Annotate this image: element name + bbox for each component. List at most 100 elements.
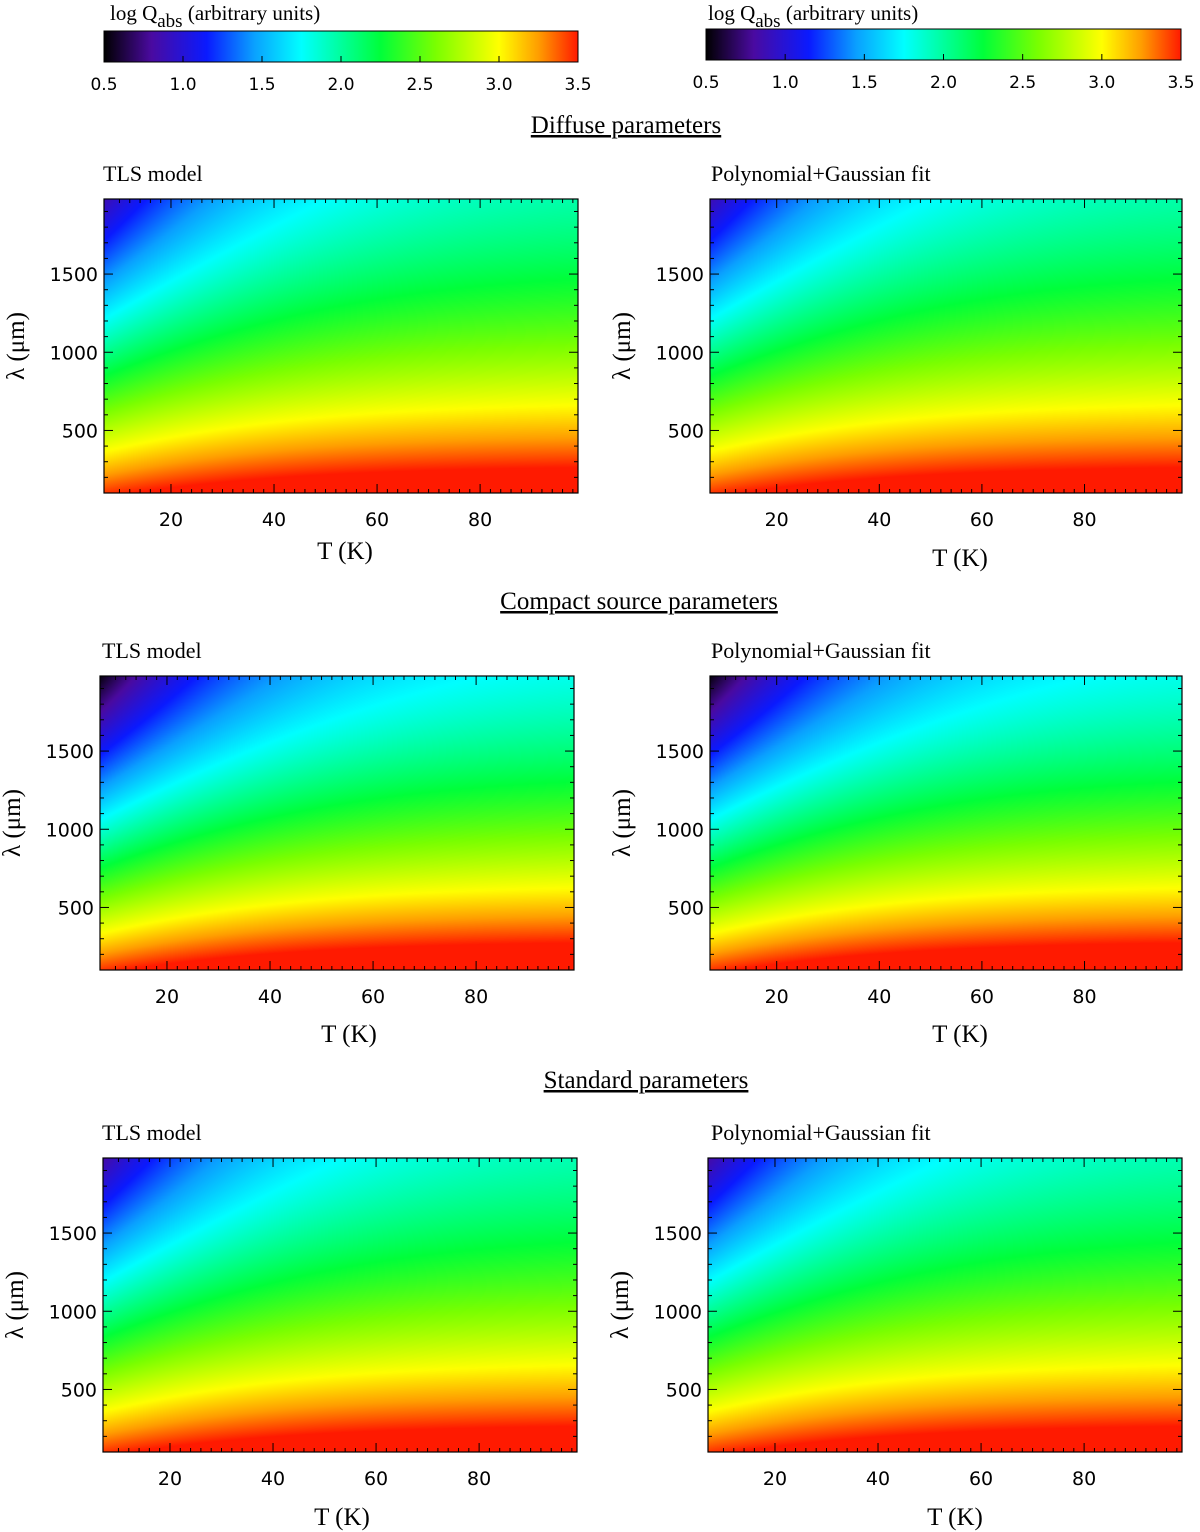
colorbar-tick-label: 3.0: [485, 75, 512, 95]
x-tick-label: 40: [867, 509, 891, 531]
panel-title: Polynomial+Gaussian fit: [711, 161, 931, 186]
x-tick-label: 20: [159, 509, 183, 531]
panel-compact-fit: Polynomial+Gaussian fit 20 40 60 80 500 1000 15…: [609, 638, 1183, 1048]
panel-title: Polynomial+Gaussian fit: [711, 1120, 931, 1145]
y-axis-label: λ (μm): [3, 312, 30, 380]
colorbar-label: log Qabs (arbitrary units): [110, 1, 320, 32]
colorbar-tick-label: 1.5: [248, 75, 275, 95]
x-axis-label: T (K): [321, 1021, 377, 1048]
y-tick-label: 500: [58, 897, 94, 919]
y-axis-label: λ (μm): [609, 789, 636, 857]
x-tick-label: 60: [970, 509, 994, 531]
x-tick-label: 80: [464, 986, 488, 1008]
plot-frame: [709, 198, 1183, 494]
heatmap-image: [100, 676, 574, 970]
x-tick-label: 40: [867, 986, 891, 1008]
y-tick-label: 1000: [49, 1301, 97, 1323]
x-tick-label: 40: [262, 509, 286, 531]
y-axis-label: λ (μm): [0, 789, 26, 857]
x-tick-label: 60: [361, 986, 385, 1008]
y-tick-label: 500: [668, 420, 704, 442]
section-title-standard: Standard parameters: [544, 1067, 749, 1094]
x-tick-label: 40: [866, 1468, 890, 1490]
panel-compact-tls: TLS model 20 40 60 80 500 1000 1500 T (K) λ (μm): [0, 638, 575, 1048]
y-tick-label: 1500: [656, 264, 704, 286]
panel-standard-fit: Polynomial+Gaussian fit 20 40 60 80 500 1000 15…: [607, 1120, 1183, 1531]
plot-frame: [709, 675, 1183, 971]
y-tick-label: 1500: [49, 1223, 97, 1245]
plot-frame: [102, 1157, 578, 1453]
y-tick-label: 1000: [46, 819, 94, 841]
x-tick-label: 40: [261, 1468, 285, 1490]
colorbar-left: log Qabs (arbitrary units) 0.5 1.0 1.5 2.0 2…: [90, 1, 591, 95]
x-tick-label: 20: [158, 1468, 182, 1490]
y-axis-label: λ (μm): [607, 1271, 634, 1339]
panel-diffuse-tls: TLS model 20 40 60 80 500 1000 1500 T (K) λ (μm): [3, 161, 579, 565]
panel-title: Polynomial+Gaussian fit: [711, 638, 931, 663]
x-tick-label: 80: [467, 1468, 491, 1490]
y-tick-label: 1000: [656, 342, 704, 364]
colorbar-tick-label: 2.5: [406, 75, 433, 95]
x-tick-label: 80: [1072, 1468, 1096, 1490]
y-tick-label: 1500: [46, 741, 94, 763]
y-axis-label: λ (μm): [2, 1271, 29, 1339]
x-tick-label: 40: [258, 986, 282, 1008]
x-tick-label: 80: [1072, 509, 1096, 531]
x-axis-label: T (K): [927, 1504, 983, 1531]
y-axis-label: λ (μm): [609, 312, 636, 380]
x-axis-label: T (K): [317, 538, 373, 565]
colorbar-tick-label: 3.5: [1167, 73, 1194, 93]
y-tick-label: 1000: [656, 819, 704, 841]
colorbar-tick-label: 0.5: [692, 73, 719, 93]
y-tick-label: 1500: [654, 1223, 702, 1245]
plot-frame: [103, 198, 579, 494]
colorbar-label: log Qabs (arbitrary units): [708, 1, 918, 32]
y-tick-label: 1500: [656, 741, 704, 763]
colorbar-tick-label: 2.5: [1009, 73, 1036, 93]
y-tick-label: 1000: [50, 342, 98, 364]
colorbar-right: log Qabs (arbitrary units) 0.5 1.0 1.5 2.0 2…: [692, 1, 1194, 93]
x-tick-label: 60: [969, 1468, 993, 1490]
y-tick-label: 500: [668, 897, 704, 919]
panel-title: TLS model: [102, 638, 202, 663]
colorbar-tick-label: 1.0: [169, 75, 196, 95]
x-tick-label: 60: [365, 509, 389, 531]
colorbar-tick-label: 2.0: [930, 73, 957, 93]
y-tick-label: 500: [666, 1379, 702, 1401]
x-tick-label: 80: [468, 509, 492, 531]
section-title-compact: Compact source parameters: [500, 588, 778, 615]
x-tick-label: 60: [364, 1468, 388, 1490]
x-tick-label: 60: [970, 986, 994, 1008]
colorbar-tick-label: 1.0: [772, 73, 799, 93]
colorbar-tick-label: 1.5: [851, 73, 878, 93]
x-axis-label: T (K): [932, 1021, 988, 1048]
y-tick-label: 1000: [654, 1301, 702, 1323]
heatmap-image: [104, 199, 578, 493]
x-axis-label: T (K): [314, 1504, 370, 1531]
colorbar-tick-label: 3.5: [564, 75, 591, 95]
colorbar-tick-label: 3.0: [1088, 73, 1115, 93]
y-tick-label: 500: [62, 420, 98, 442]
plot-frame: [707, 1157, 1183, 1453]
plot-frame: [99, 675, 575, 971]
x-axis-label: T (K): [932, 545, 988, 572]
panel-title: TLS model: [103, 161, 203, 186]
colorbar-tick-label: 2.0: [327, 75, 354, 95]
x-tick-label: 80: [1072, 986, 1096, 1008]
y-tick-label: 500: [61, 1379, 97, 1401]
heatmap-image: [103, 1158, 577, 1452]
x-tick-label: 20: [765, 509, 789, 531]
heatmap-image: [710, 676, 1182, 970]
colorbar-tick-label: 0.5: [90, 75, 117, 95]
heatmap-image: [710, 199, 1182, 493]
panel-title: TLS model: [102, 1120, 202, 1145]
x-tick-label: 20: [155, 986, 179, 1008]
x-tick-label: 20: [765, 986, 789, 1008]
section-title-diffuse: Diffuse parameters: [531, 112, 721, 139]
heatmap-image: [708, 1158, 1182, 1452]
y-tick-label: 1500: [50, 264, 98, 286]
x-tick-label: 20: [763, 1468, 787, 1490]
panel-standard-tls: TLS model 20 40 60 80 500 1000 1500 T (K) λ (μm): [2, 1120, 578, 1531]
panel-diffuse-fit: Polynomial+Gaussian fit 20 40 60 80 500 1000 15…: [609, 161, 1183, 572]
